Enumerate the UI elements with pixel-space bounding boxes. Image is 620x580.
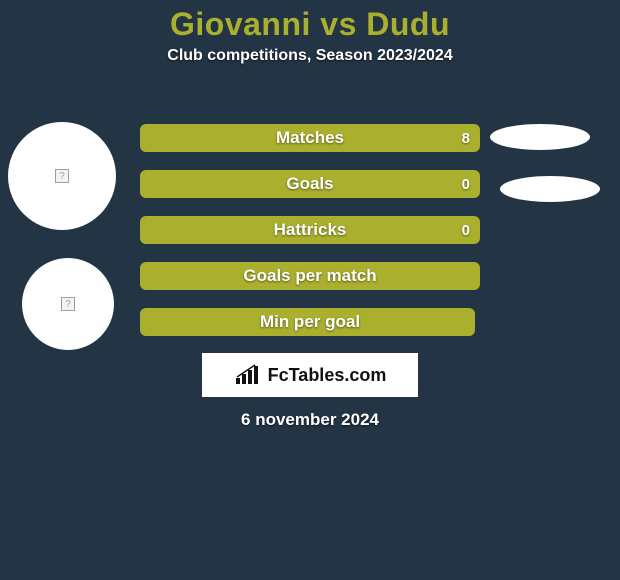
player1-avatar: ?: [8, 122, 116, 230]
brand-text: FcTables.com: [268, 365, 387, 386]
stat-value: 8: [462, 124, 470, 152]
comparison-oval: [490, 124, 590, 150]
stat-row: Goals per match: [140, 262, 480, 290]
stat-label: Min per goal: [140, 308, 480, 336]
fctables-logo-icon: [234, 364, 262, 386]
stat-value: 0: [462, 170, 470, 198]
stat-label: Goals: [140, 170, 480, 198]
stat-row: Matches8: [140, 124, 480, 152]
stat-label: Hattricks: [140, 216, 480, 244]
subtitle: Club competitions, Season 2023/2024: [0, 47, 620, 65]
date-line: 6 november 2024: [0, 410, 620, 430]
stats-bars: Matches8Goals0Hattricks0Goals per matchM…: [140, 124, 480, 354]
stat-label: Matches: [140, 124, 480, 152]
stat-row: Min per goal: [140, 308, 480, 336]
stat-row: Goals0: [140, 170, 480, 198]
image-placeholder-icon: ?: [55, 169, 69, 183]
stat-value: 0: [462, 216, 470, 244]
stat-label: Goals per match: [140, 262, 480, 290]
brand-box: FcTables.com: [202, 353, 418, 397]
page-title: Giovanni vs Dudu: [0, 0, 620, 47]
player2-avatar: ?: [22, 258, 114, 350]
image-placeholder-icon: ?: [61, 297, 75, 311]
stat-row: Hattricks0: [140, 216, 480, 244]
comparison-oval: [500, 176, 600, 202]
